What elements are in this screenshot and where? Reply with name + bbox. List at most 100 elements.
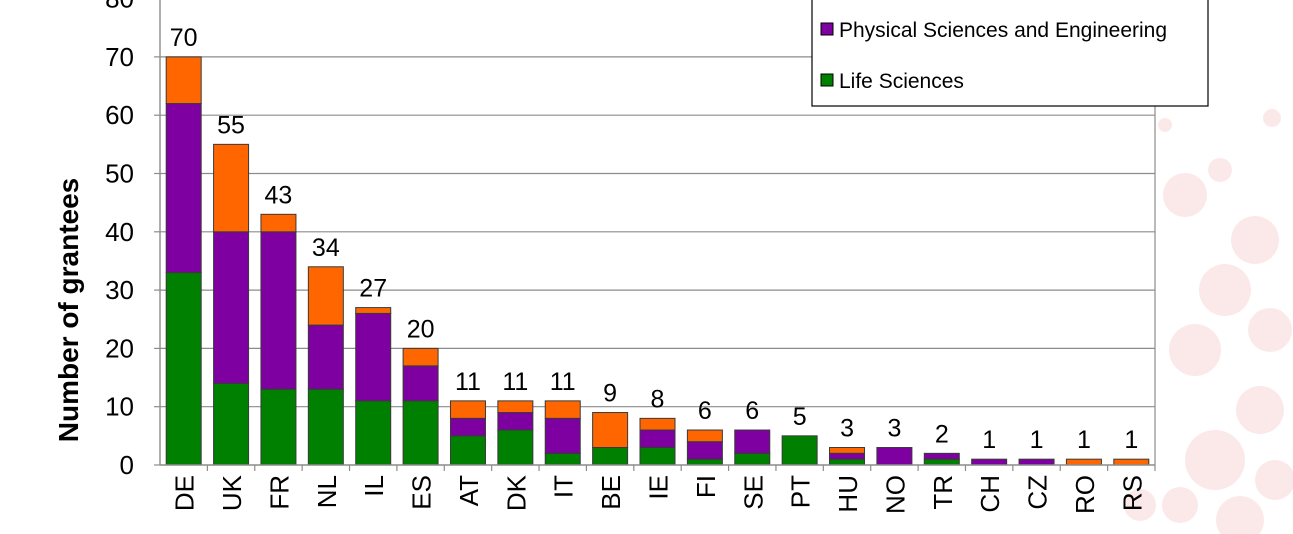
total-label: 1 bbox=[1030, 426, 1044, 454]
y-tick-labels: 0 10 20 30 40 50 60 70 80 bbox=[105, 0, 134, 480]
bar-physical-sciences-segment bbox=[497, 412, 534, 431]
total-label: 70 bbox=[170, 24, 198, 52]
bar-physical-sciences-segment bbox=[923, 452, 960, 460]
decorative-dot bbox=[1162, 487, 1198, 523]
x-tick-label: NO bbox=[880, 475, 910, 514]
y-tick-label: 60 bbox=[105, 100, 134, 130]
bar-orange-segment bbox=[497, 400, 534, 414]
decorative-dot bbox=[1169, 324, 1221, 376]
total-label: 8 bbox=[651, 385, 665, 413]
total-label: 9 bbox=[603, 380, 617, 408]
bar-orange-segment bbox=[686, 429, 723, 443]
total-label: 27 bbox=[359, 275, 387, 303]
bar-physical-sciences-segment bbox=[355, 312, 392, 402]
bar-orange-segment bbox=[544, 400, 581, 419]
x-tick-label: TR bbox=[928, 475, 958, 510]
total-label: 1 bbox=[982, 426, 996, 454]
bar-physical-sciences-segment bbox=[686, 441, 723, 460]
bar-physical-sciences-segment bbox=[971, 458, 1008, 466]
bar-orange-segment bbox=[213, 143, 250, 233]
bars bbox=[165, 56, 1150, 466]
x-tick-label: DE bbox=[170, 475, 200, 511]
total-label: 43 bbox=[265, 181, 293, 209]
decorative-dot bbox=[1163, 173, 1207, 217]
total-label: 11 bbox=[502, 368, 528, 396]
total-label: 6 bbox=[745, 397, 759, 425]
gridlines bbox=[154, 56, 1155, 466]
bar-physical-sciences-segment bbox=[307, 324, 344, 390]
legend-label: Life Sciences bbox=[839, 70, 964, 93]
bar-orange-segment bbox=[449, 400, 486, 419]
bar-life-sciences-segment bbox=[781, 435, 818, 466]
bar-orange-segment bbox=[1065, 458, 1102, 466]
bar-orange-segment bbox=[639, 417, 676, 431]
y-axis-label: Number of grantees bbox=[53, 178, 84, 443]
bar-orange-segment bbox=[592, 412, 629, 449]
x-tick-label: CZ bbox=[1023, 475, 1053, 510]
x-tick-label: RS bbox=[1117, 475, 1147, 511]
y-tick-label: 40 bbox=[105, 217, 134, 247]
decorative-dot bbox=[1216, 496, 1264, 534]
legend-box bbox=[811, 0, 1209, 107]
x-tick-label: HU bbox=[833, 475, 863, 513]
total-label: 11 bbox=[455, 368, 481, 396]
legend-label: Physical Sciences and Engineering bbox=[839, 19, 1167, 42]
y-tick-label: 20 bbox=[105, 333, 134, 363]
decorative-dot bbox=[1208, 158, 1232, 182]
decorative-dot bbox=[1158, 118, 1172, 132]
bar-physical-sciences-segment bbox=[876, 447, 913, 466]
bar-physical-sciences-segment bbox=[544, 417, 581, 454]
y-tick-label: 30 bbox=[105, 275, 134, 305]
bar-orange-segment bbox=[165, 56, 202, 105]
x-tick-label: IT bbox=[549, 475, 579, 498]
legend: Physical Sciences and Engineering Life Sc… bbox=[811, 0, 1209, 107]
decorative-dot bbox=[1248, 308, 1292, 352]
bar-physical-sciences-segment bbox=[165, 103, 202, 274]
bar-life-sciences-segment bbox=[686, 458, 723, 466]
bar-life-sciences-segment bbox=[592, 447, 629, 466]
x-tick-label: FR bbox=[264, 475, 294, 510]
x-tick-label: FI bbox=[691, 475, 721, 498]
x-tick-label: IL bbox=[359, 475, 389, 497]
x-tick-label: PT bbox=[786, 475, 816, 508]
axes bbox=[159, 0, 1156, 471]
decorative-dot bbox=[1231, 216, 1279, 264]
bar-orange-segment bbox=[829, 447, 866, 454]
bar-life-sciences-segment bbox=[402, 400, 439, 466]
bar-life-sciences-segment bbox=[260, 388, 297, 466]
bar-physical-sciences-segment bbox=[449, 417, 486, 437]
total-label: 3 bbox=[887, 415, 901, 443]
x-tick-label: NL bbox=[312, 475, 342, 508]
total-label: 3 bbox=[840, 415, 854, 443]
total-label: 2 bbox=[935, 420, 949, 448]
bar-life-sciences-segment bbox=[497, 429, 534, 466]
bar-orange-segment bbox=[260, 213, 297, 233]
decorative-dot bbox=[1199, 264, 1251, 316]
y-tick-label: 70 bbox=[105, 42, 134, 72]
bar-physical-sciences-segment bbox=[734, 429, 771, 454]
total-label: 1 bbox=[1077, 426, 1091, 454]
total-label: 1 bbox=[1124, 426, 1138, 454]
decorative-dot bbox=[1124, 489, 1156, 521]
bar-life-sciences-segment bbox=[639, 447, 676, 466]
decorative-dot bbox=[1263, 109, 1281, 127]
decorative-dot bbox=[1255, 460, 1293, 500]
total-label: 6 bbox=[698, 397, 712, 425]
bar-life-sciences-segment bbox=[829, 458, 866, 466]
bar-orange-segment bbox=[1113, 458, 1150, 466]
bar-physical-sciences-segment bbox=[402, 365, 439, 402]
x-tick-label: ES bbox=[407, 475, 437, 510]
total-label: 5 bbox=[793, 403, 807, 431]
y-tick-label: 80 bbox=[105, 0, 134, 14]
x-tick-label: UK bbox=[217, 474, 247, 511]
y-tick-label: 0 bbox=[120, 450, 134, 480]
x-tick-label: BE bbox=[596, 475, 626, 510]
decorative-dot bbox=[1236, 386, 1284, 434]
bar-life-sciences-segment bbox=[307, 388, 344, 466]
bar-physical-sciences-segment bbox=[213, 231, 250, 384]
total-label: 55 bbox=[217, 111, 245, 139]
y-tick-label: 50 bbox=[105, 159, 134, 189]
bar-physical-sciences-segment bbox=[1018, 458, 1055, 466]
